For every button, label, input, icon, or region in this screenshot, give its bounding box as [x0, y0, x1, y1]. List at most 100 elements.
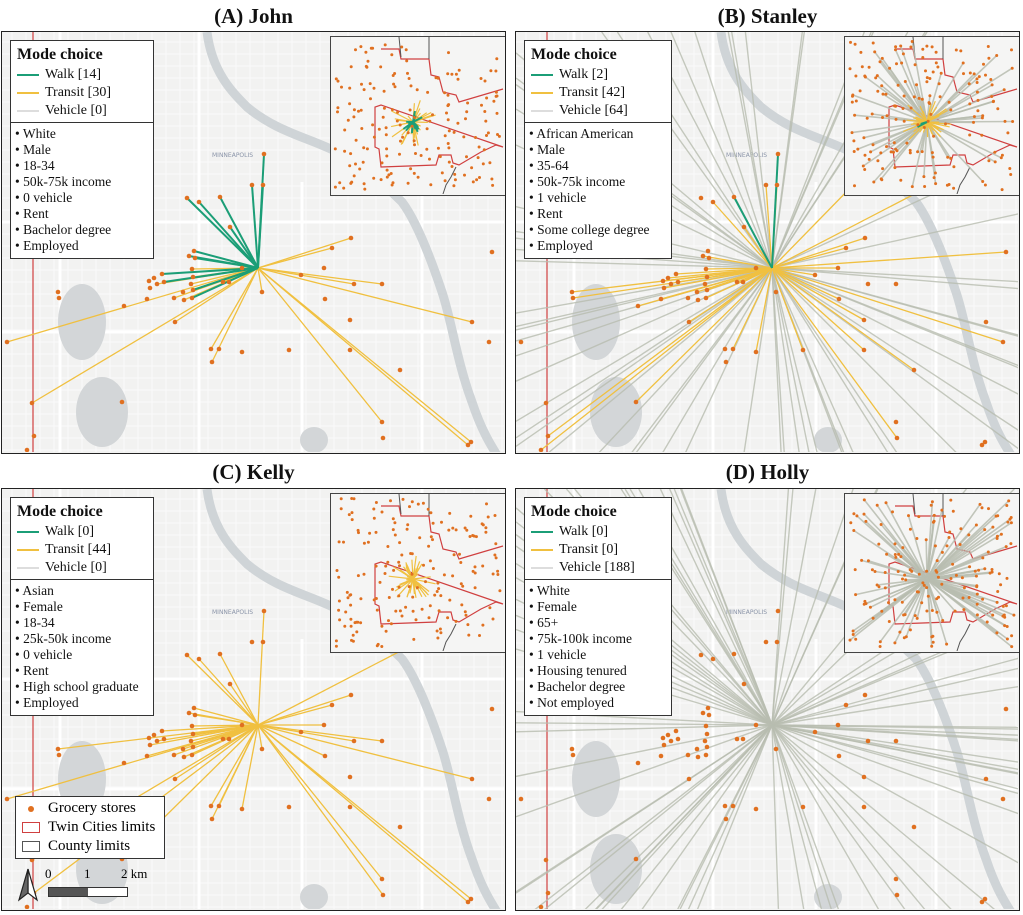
grocery-store-dot	[885, 114, 889, 118]
transit-trip-line	[913, 117, 928, 123]
transit-trip-line	[257, 704, 333, 726]
grocery-store-dot	[390, 53, 394, 57]
grocery-store-dot	[901, 577, 904, 581]
mode-choice-title: Mode choice	[531, 503, 617, 520]
grocery-store-dot	[484, 530, 488, 534]
grocery-store-dot	[980, 116, 984, 120]
vehicle-trip-line	[677, 724, 773, 909]
grocery-store-dot	[412, 171, 416, 175]
grocery-store-dot	[861, 164, 865, 168]
grocery-store-dot	[999, 156, 1003, 160]
grocery-store-dot	[340, 85, 343, 89]
grocery-store-dot	[908, 568, 912, 572]
grocery-store-dot	[227, 224, 233, 230]
transit-trip-line	[411, 559, 414, 580]
grocery-store-dot	[991, 525, 995, 529]
transit-trip-line	[257, 724, 263, 750]
grocery-store-dot	[343, 149, 347, 153]
map-panel-kelly[interactable]: MINNEAPOLIS Mode choice Walk [0] Transit…	[1, 488, 506, 911]
grocery-store-dot	[869, 150, 873, 154]
grocery-store-dot	[359, 597, 363, 601]
grocery-store-dot	[972, 72, 976, 76]
grocery-store-dot	[899, 44, 903, 48]
attribute-item: • 50k-75k income	[529, 174, 626, 189]
mode-choice-title: Mode choice	[17, 503, 103, 520]
attribute-item: • Female	[15, 599, 63, 614]
grocery-store-dot	[947, 536, 951, 539]
grocery-store-dot	[484, 119, 488, 123]
grocery-store-dot	[705, 248, 711, 254]
grocery-store-dot	[438, 627, 442, 631]
grocery-store-dot	[436, 636, 440, 640]
transit-trip-line	[663, 267, 773, 289]
grocery-store-dot	[883, 586, 887, 590]
grocery-store-dot	[404, 605, 408, 609]
grocery-store-dot	[385, 154, 389, 158]
grocery-store-dot	[393, 521, 397, 525]
attribute-item: • 1 vehicle	[529, 647, 587, 662]
grocery-store-dot	[1005, 576, 1009, 580]
grocery-store-dot	[518, 796, 524, 802]
walk-trip-line	[733, 196, 773, 269]
grocery-store-dot	[347, 317, 353, 323]
vehicle-label: Vehicle [0]	[45, 560, 107, 575]
vehicle-trip-line	[771, 267, 1018, 337]
vehicle-trip-line	[926, 526, 994, 580]
grocery-store-dot	[369, 97, 372, 101]
mode-choice-legend: Mode choice Walk [14] Transit [30] Vehic…	[10, 40, 154, 259]
grocery-store-dot	[431, 113, 434, 117]
grocery-store-dot	[853, 184, 856, 188]
attribute-item: • Male	[529, 142, 565, 157]
attribute-item: • Rent	[529, 206, 563, 221]
grocery-store-dot	[863, 74, 867, 78]
vehicle-trip-line	[926, 78, 978, 123]
grocery-store-dot	[467, 633, 471, 637]
minneapolis-label: MINNEAPOLIS	[726, 609, 767, 616]
grocery-store-dot	[286, 347, 292, 353]
county-boundary	[398, 494, 457, 651]
grocery-store-dot	[191, 705, 197, 711]
grocery-store-dot	[968, 102, 972, 106]
grocery-store-dot	[486, 131, 490, 135]
grocery-store-dot	[490, 177, 494, 181]
mode-choice-legend: Mode choice Walk [0] Transit [44] Vehicl…	[10, 497, 154, 716]
grocery-store-dot	[437, 587, 441, 591]
grocery-store-dot	[208, 803, 214, 809]
vehicle-trip-line	[926, 73, 975, 123]
transit-label: Transit [44]	[45, 542, 111, 557]
grocery-store-dot	[144, 296, 150, 302]
transit-trip-line	[257, 724, 472, 900]
grocery-store-dot	[894, 48, 897, 52]
grocery-store-dot	[864, 519, 868, 523]
grocery-store-dot	[935, 597, 939, 601]
grocery-store-dot	[865, 281, 871, 287]
grocery-store-dot	[987, 159, 991, 163]
vehicle-trip-line	[771, 724, 1018, 864]
grocery-store-dot	[410, 124, 414, 128]
map-panel-john[interactable]: MINNEAPOLIS Mode choice Walk [14] Transi…	[1, 31, 506, 454]
transit-trip-line	[257, 724, 469, 903]
vehicle-trip-line	[771, 489, 854, 726]
transit-label: Transit [42]	[559, 85, 625, 100]
vehicle-trip-line	[771, 489, 817, 726]
grocery-store-dot	[385, 168, 389, 172]
grocery-store-dot	[190, 287, 196, 293]
grocery-store-dot	[466, 623, 470, 627]
grocery-store-dot	[496, 569, 500, 573]
grocery-store-dot	[217, 194, 223, 200]
vehicle-trip-line	[771, 489, 794, 726]
grocery-store-dot	[1005, 637, 1009, 641]
attribute-item: • 65+	[529, 615, 559, 630]
grocery-store-dot	[450, 72, 454, 76]
transit-trip-line	[396, 578, 414, 598]
grocery-store-dot	[349, 603, 353, 607]
map-panel-holly[interactable]: MINNEAPOLIS Mode choice Walk [0] Transit…	[515, 488, 1020, 911]
grocery-store-dot	[675, 279, 681, 285]
transit-trip-line	[257, 610, 265, 726]
grocery-store-dot	[161, 279, 167, 285]
grocery-store-dot	[983, 319, 989, 325]
attribute-item: • 18-34	[15, 615, 55, 630]
transit-trip-line	[257, 267, 383, 285]
grocery-store-dot	[239, 349, 245, 355]
map-panel-stanley[interactable]: MINNEAPOLIS Mode choice Walk [2] Transit…	[515, 31, 1020, 454]
